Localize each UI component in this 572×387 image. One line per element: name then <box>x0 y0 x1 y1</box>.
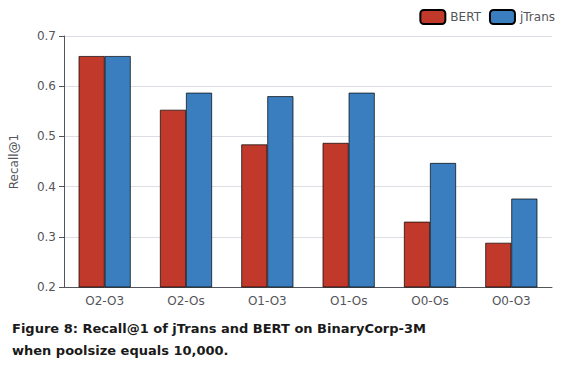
svg-text:O2-Os: O2-Os <box>167 294 204 308</box>
svg-text:0.4: 0.4 <box>37 180 56 194</box>
svg-text:O1-O3: O1-O3 <box>248 294 287 308</box>
svg-text:0.5: 0.5 <box>37 129 56 143</box>
svg-text:0.3: 0.3 <box>37 230 56 244</box>
svg-text:BERT: BERT <box>450 10 481 24</box>
svg-text:0.7: 0.7 <box>37 29 56 43</box>
svg-text:O0-Os: O0-Os <box>411 294 448 308</box>
svg-text:0.6: 0.6 <box>37 79 56 93</box>
svg-text:0.2: 0.2 <box>37 280 56 294</box>
svg-text:jTrans: jTrans <box>519 10 555 24</box>
svg-text:Figure 8: Recall@1 of jTrans a: Figure 8: Recall@1 of jTrans and BERT on… <box>12 321 426 336</box>
svg-text:O2-O3: O2-O3 <box>85 294 124 308</box>
svg-text:O0-O3: O0-O3 <box>492 294 531 308</box>
svg-text:Recall@1: Recall@1 <box>7 134 21 189</box>
svg-text:O1-Os: O1-Os <box>330 294 367 308</box>
svg-text:when poolsize equals 10,000.: when poolsize equals 10,000. <box>12 343 229 358</box>
